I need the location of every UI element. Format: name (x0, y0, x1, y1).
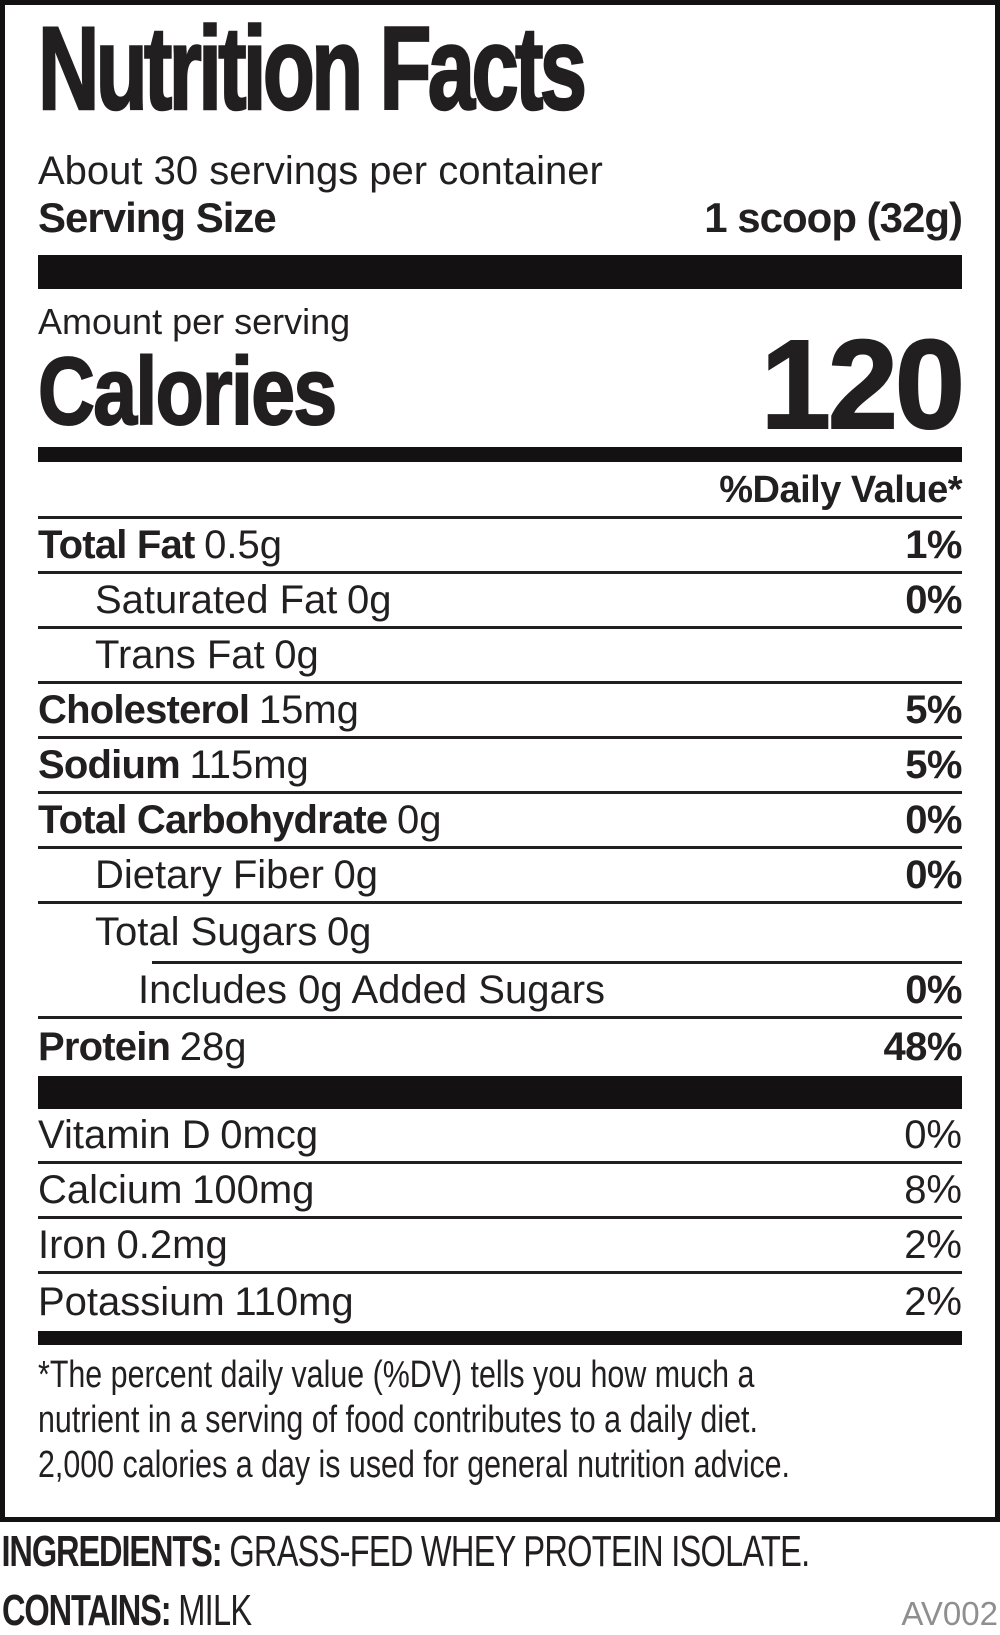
footnote-line: nutrient in a serving of food contribute… (38, 1399, 758, 1441)
serving-size-value: 1 scoop (32g) (704, 194, 963, 241)
nutrient-daily-value: 0% (904, 1112, 962, 1157)
product-code: AV002 (901, 1595, 998, 1632)
ingredients-line: INGREDIENTS: GRASS-FED WHEY PROTEIN ISOLA… (0, 1527, 810, 1576)
nutrient-row-dietary-fiber: Dietary Fiber 0g 0% (38, 849, 962, 904)
nutrient-daily-value: 2% (904, 1222, 962, 1267)
footnote-line: *The percent daily value (%DV) tells you… (38, 1354, 755, 1396)
nutrient-name: Total Sugars 0g (95, 910, 372, 954)
nutrient-row-trans-fat: Trans Fat 0g (38, 629, 962, 684)
ingredients-value: GRASS-FED WHEY PROTEIN ISOLATE. (229, 1527, 810, 1576)
nutrient-name: Vitamin D 0mcg (38, 1112, 319, 1157)
medium-divider-bar (38, 447, 962, 462)
nutrient-row-total-sugars: Total Sugars 0g (38, 904, 962, 961)
nutrient-daily-value: 8% (904, 1167, 962, 1212)
nutrient-row-total-fat: Total Fat 0.5g 1% (38, 519, 962, 574)
daily-value-footnote: *The percent daily value (%DV) tells you… (38, 1353, 962, 1488)
nutrient-name: Calcium 100mg (38, 1167, 315, 1212)
micronutrient-row-iron: Iron 0.2mg 2% (38, 1219, 962, 1274)
daily-value-header: %Daily Value* (38, 462, 963, 519)
nutrient-name: Protein 28g (38, 1025, 247, 1069)
micronutrient-row-vitamin-d: Vitamin D 0mcg 0% (38, 1109, 962, 1164)
nutrient-row-added-sugars: Includes 0g Added Sugars 0% (38, 964, 962, 1019)
nutrient-row-saturated-fat: Saturated Fat 0g 0% (38, 574, 962, 629)
label-title: Nutrition Facts (37, 3, 588, 135)
nutrient-row-sodium: Sodium 115mg 5% (38, 739, 962, 794)
nutrient-row-cholesterol: Cholesterol 15mg 5% (38, 684, 962, 739)
contains-line: CONTAINS: MILK (2, 1586, 252, 1635)
calories-row: Calories 120 (37, 321, 966, 449)
nutrient-daily-value: 0% (905, 577, 962, 622)
thick-divider-bar (38, 1076, 962, 1109)
medium-divider-bar (38, 1331, 962, 1345)
nutrient-daily-value: 5% (905, 687, 962, 732)
serving-size-label: Serving Size (38, 194, 277, 241)
nutrient-daily-value: 0% (905, 967, 962, 1012)
nutrient-daily-value: 48% (883, 1025, 962, 1069)
nutrient-daily-value: 1% (905, 522, 962, 567)
contains-label: CONTAINS: (2, 1586, 172, 1635)
footnote-line: 2,000 calories a day is used for general… (38, 1444, 790, 1486)
nutrient-name: Trans Fat 0g (95, 632, 319, 677)
micronutrient-row-calcium: Calcium 100mg 8% (38, 1164, 962, 1219)
nutrient-name: Dietary Fiber 0g (95, 852, 379, 897)
micronutrient-row-potassium: Potassium 110mg 2% (38, 1274, 962, 1331)
calories-value: 120 (760, 314, 966, 455)
nutrient-name: Iron 0.2mg (38, 1222, 228, 1267)
nutrient-daily-value: 0% (905, 797, 962, 842)
serving-size-row: Serving Size 1 scoop (32g) (38, 193, 963, 243)
nutrient-name: Cholesterol 15mg (38, 687, 359, 732)
ingredients-label: INGREDIENTS: (1, 1527, 222, 1576)
contains-row: CONTAINS: MILK AV002 (0, 1588, 1000, 1634)
nutrient-row-total-carbohydrate: Total Carbohydrate 0g 0% (38, 794, 962, 849)
nutrient-daily-value: 5% (905, 742, 962, 787)
nutrient-name: Potassium 110mg (38, 1280, 354, 1324)
nutrient-row-protein: Protein 28g 48% (38, 1019, 962, 1076)
contains-value: MILK (178, 1586, 252, 1635)
nutrient-name: Total Fat 0.5g (38, 522, 282, 567)
thick-divider-bar (38, 255, 962, 289)
nutrient-name: Total Carbohydrate 0g (38, 797, 442, 842)
servings-per-container: About 30 servings per container (38, 149, 603, 193)
nutrient-name: Saturated Fat 0g (95, 577, 392, 622)
indented-rule (152, 961, 962, 964)
nutrient-name: Includes 0g Added Sugars (138, 967, 606, 1012)
nutrient-daily-value: 2% (904, 1280, 962, 1324)
calories-label: Calories (37, 338, 338, 445)
amount-per-serving-label: Amount per serving (38, 301, 351, 342)
nutrient-name: Sodium 115mg (38, 742, 309, 787)
nutrition-facts-panel: Nutrition Facts About 30 servings per co… (0, 0, 1000, 1522)
nutrient-daily-value: 0% (905, 852, 962, 897)
